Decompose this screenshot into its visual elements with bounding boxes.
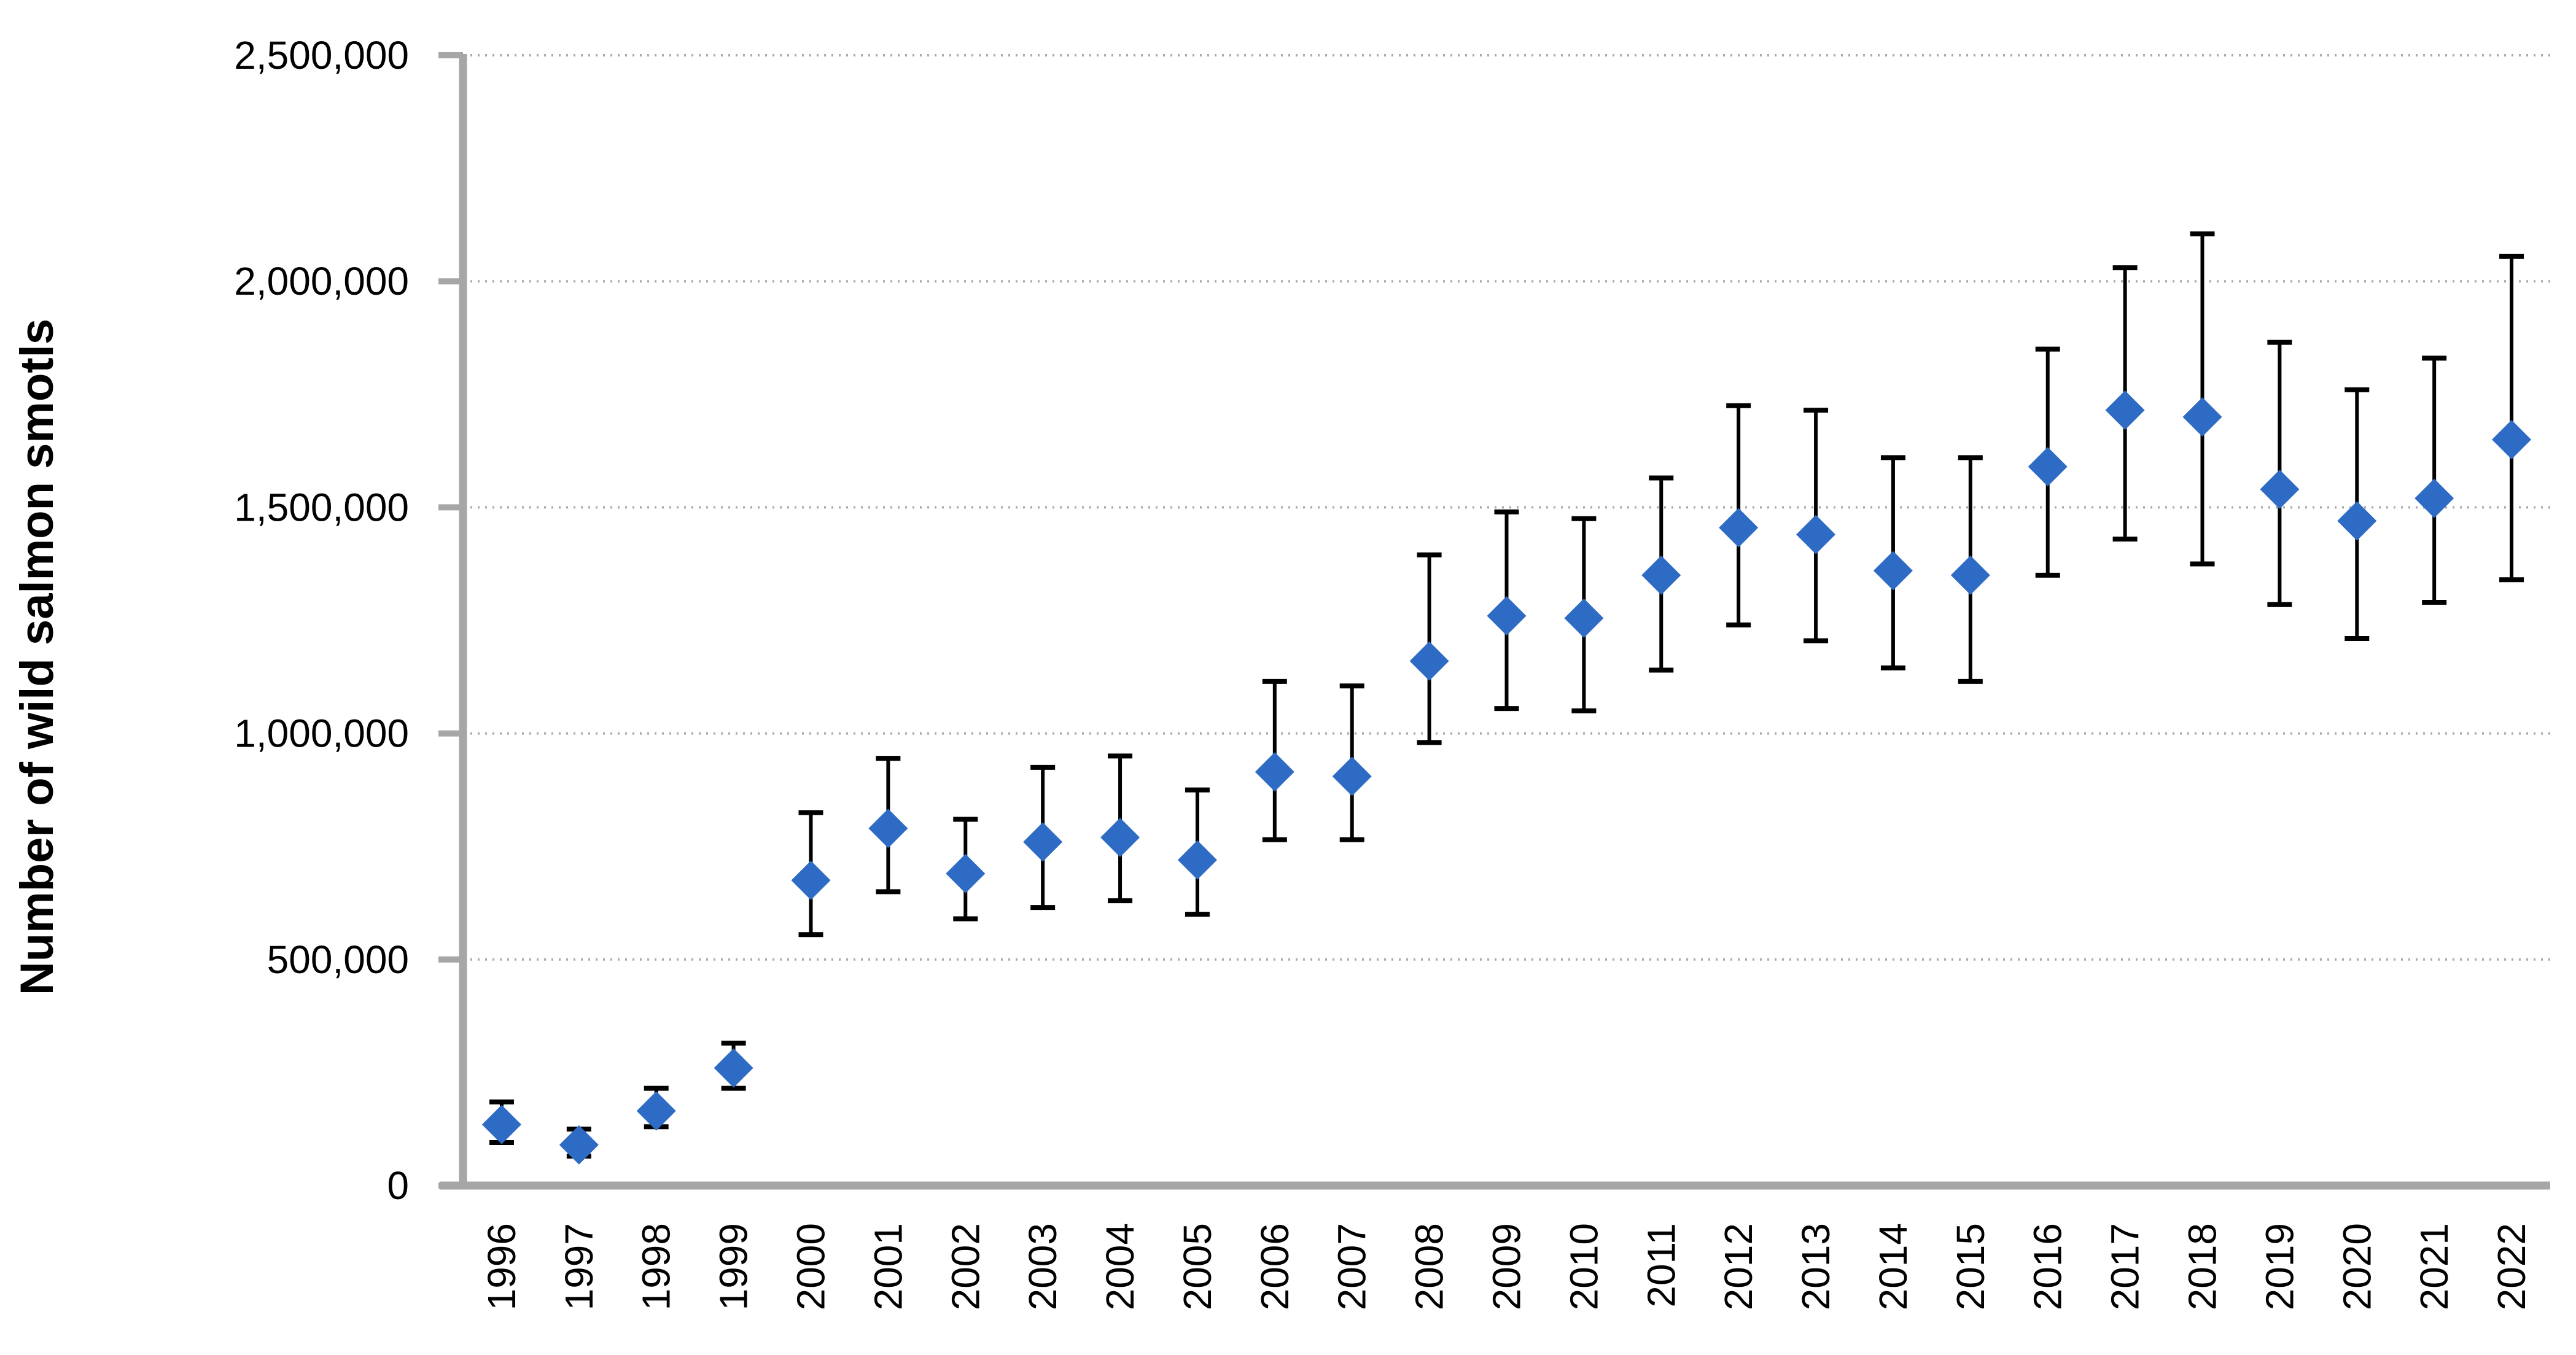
- x-axis-tick-label: 2014: [1871, 1223, 1915, 1310]
- x-axis-tick-label: 2003: [1021, 1223, 1065, 1310]
- x-axis-tick-label: 2007: [1330, 1223, 1374, 1310]
- data-point-marker: [1177, 840, 1217, 880]
- x-axis-tick-label: 1996: [480, 1223, 524, 1310]
- x-axis-tick-label: 2016: [2026, 1223, 2070, 1310]
- data-point-marker: [2415, 478, 2454, 518]
- x-axis-tick-label: 2019: [2257, 1223, 2302, 1310]
- x-axis-tick-label: 2012: [1716, 1223, 1761, 1310]
- x-axis-tick-label: 2010: [1562, 1223, 1606, 1310]
- data-point-marker: [1564, 598, 1604, 638]
- data-point-marker: [1023, 822, 1063, 862]
- x-axis-tick-label: 2013: [1794, 1223, 1838, 1310]
- y-axis-tick-label: 0: [387, 1163, 409, 1208]
- data-point-marker: [636, 1091, 676, 1131]
- y-axis-ticks-group: [438, 52, 463, 1189]
- x-axis-tick-label: 2021: [2412, 1223, 2456, 1310]
- data-point-marker: [714, 1048, 753, 1088]
- data-point-marker: [1641, 555, 1681, 595]
- data-point-marker: [2337, 501, 2377, 541]
- x-axis-tick-label: 2011: [1639, 1223, 1683, 1308]
- data-point-marker: [2182, 397, 2222, 437]
- y-axis-tick-label: 500,000: [267, 938, 409, 982]
- data-point-marker: [559, 1125, 599, 1165]
- data-point-marker: [1873, 551, 1913, 591]
- data-point-marker: [481, 1105, 521, 1144]
- data-point-marker: [791, 860, 831, 900]
- x-axis-tick-label: 2009: [1485, 1223, 1529, 1310]
- data-point-marker: [2028, 447, 2068, 487]
- data-point-marker: [1255, 752, 1294, 792]
- x-axis-tick-label: 1999: [712, 1223, 756, 1310]
- x-axis-tick-label: 2004: [1098, 1223, 1142, 1310]
- data-point-marker: [1796, 514, 1836, 554]
- error-bars-group: [489, 231, 2524, 1159]
- y-axis-tick-label: 1,000,000: [234, 712, 409, 756]
- x-axis-tick-label: 2018: [2181, 1223, 2225, 1310]
- data-point-marker: [946, 853, 986, 893]
- x-axis-tick-label: 2002: [943, 1223, 987, 1310]
- x-axis-tick-label: 2015: [1948, 1223, 1993, 1310]
- axes-group: [440, 54, 2550, 1190]
- y-axis-tick-label: 1,500,000: [234, 485, 409, 529]
- data-point-marker: [2105, 390, 2145, 430]
- y-axis-title: Number of wild salmon smotls: [11, 319, 63, 995]
- data-point-marker: [2260, 469, 2300, 509]
- data-point-marker: [1409, 641, 1449, 681]
- x-axis-tick-label: 2001: [866, 1223, 910, 1310]
- data-point-marker: [1332, 756, 1372, 796]
- data-point-marker: [1100, 817, 1140, 857]
- x-axis-tick-label: 2017: [2103, 1223, 2147, 1310]
- x-axis-tick-label: 2022: [2489, 1223, 2534, 1310]
- data-point-marker: [1487, 596, 1527, 636]
- y-axis-tick-label: 2,500,000: [234, 33, 409, 77]
- y-axis-tick-labels-group: 0 500,000 1,000,000 1,500,000 2,000,000 2,500…: [234, 33, 409, 1208]
- x-axis-tick-labels-group: 1996 1997 1998 1999 2000 2001 2002 2003 2004 2005…: [480, 1223, 2534, 1310]
- x-axis-tick-label: 2005: [1175, 1223, 1220, 1310]
- data-point-marker: [2492, 419, 2532, 459]
- data-point-marker: [1719, 508, 1759, 548]
- x-axis-tick-label: 1997: [557, 1223, 601, 1310]
- data-markers-group: [481, 390, 2532, 1165]
- data-point-marker: [1950, 555, 1990, 595]
- data-point-marker: [868, 809, 908, 848]
- x-axis-tick-label: 2006: [1253, 1223, 1297, 1310]
- x-axis-tick-label: 2020: [2335, 1223, 2379, 1310]
- x-axis-tick-label: 2000: [789, 1223, 833, 1310]
- y-axis-tick-label: 2,000,000: [234, 259, 409, 303]
- x-axis-tick-label: 2008: [1407, 1223, 1452, 1310]
- gridlines-group: [463, 54, 2550, 961]
- x-axis-tick-label: 1998: [634, 1223, 679, 1310]
